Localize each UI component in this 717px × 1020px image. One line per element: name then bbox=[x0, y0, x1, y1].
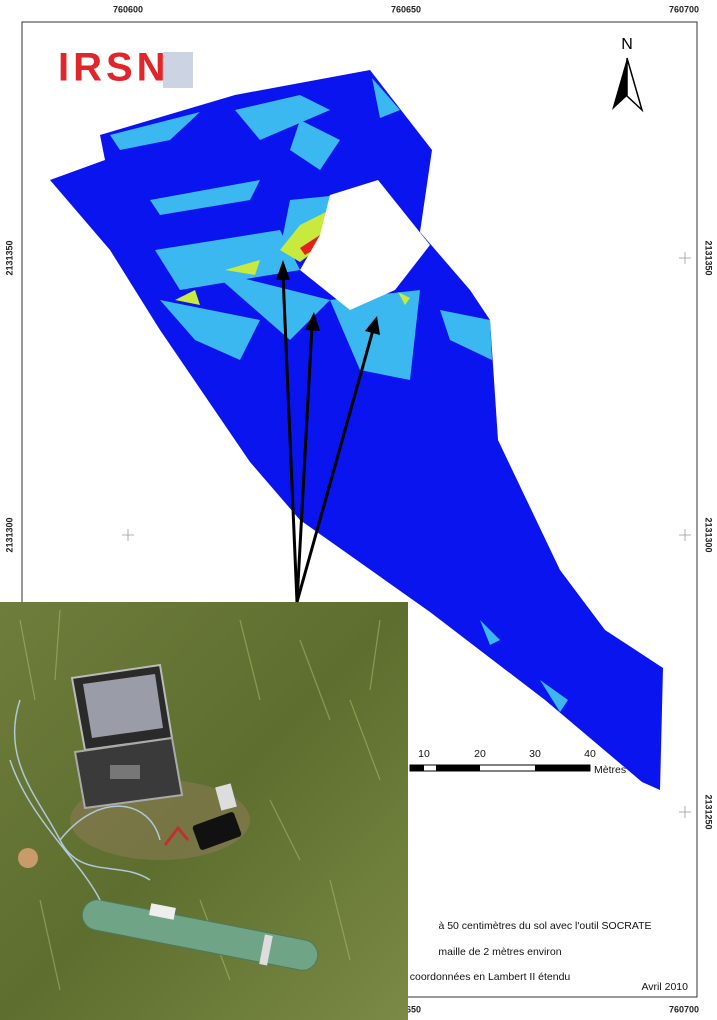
right-coord: 2131350 bbox=[704, 240, 714, 275]
logo: IRSN bbox=[58, 46, 170, 90]
bottom-coord: 760700 bbox=[669, 1004, 699, 1014]
right-coord: 2131300 bbox=[704, 517, 714, 552]
logo-box bbox=[163, 52, 193, 88]
date: Avril 2010 bbox=[641, 981, 688, 993]
page: {"map": { "logo": "IRSN", "north": "N", … bbox=[0, 0, 717, 1020]
caption: coordonnées en Lambert II étendu bbox=[410, 971, 571, 983]
photo-inset bbox=[0, 602, 408, 1020]
scale-label: 20 bbox=[474, 748, 486, 760]
scale-label: 40 bbox=[584, 748, 596, 760]
map-figure: 760600 760650 760700 760600 760650 76070… bbox=[0, 0, 717, 1020]
scale-bar bbox=[410, 765, 590, 771]
scale-unit: Mètres bbox=[594, 764, 626, 776]
left-coord: 2131300 bbox=[4, 517, 14, 552]
top-coord: 760600 bbox=[113, 4, 143, 14]
north-label: N bbox=[621, 36, 633, 53]
caption: à 50 centimètres du sol avec l'outil SOC… bbox=[438, 920, 651, 932]
top-coord: 760700 bbox=[669, 4, 699, 14]
caption: maille de 2 mètres environ bbox=[438, 946, 561, 958]
right-coord: 2131250 bbox=[704, 794, 714, 829]
left-coord: 2131350 bbox=[4, 240, 14, 275]
top-coord: 760650 bbox=[391, 4, 421, 14]
scale-label: 10 bbox=[418, 748, 430, 760]
scale-label: 30 bbox=[529, 748, 541, 760]
